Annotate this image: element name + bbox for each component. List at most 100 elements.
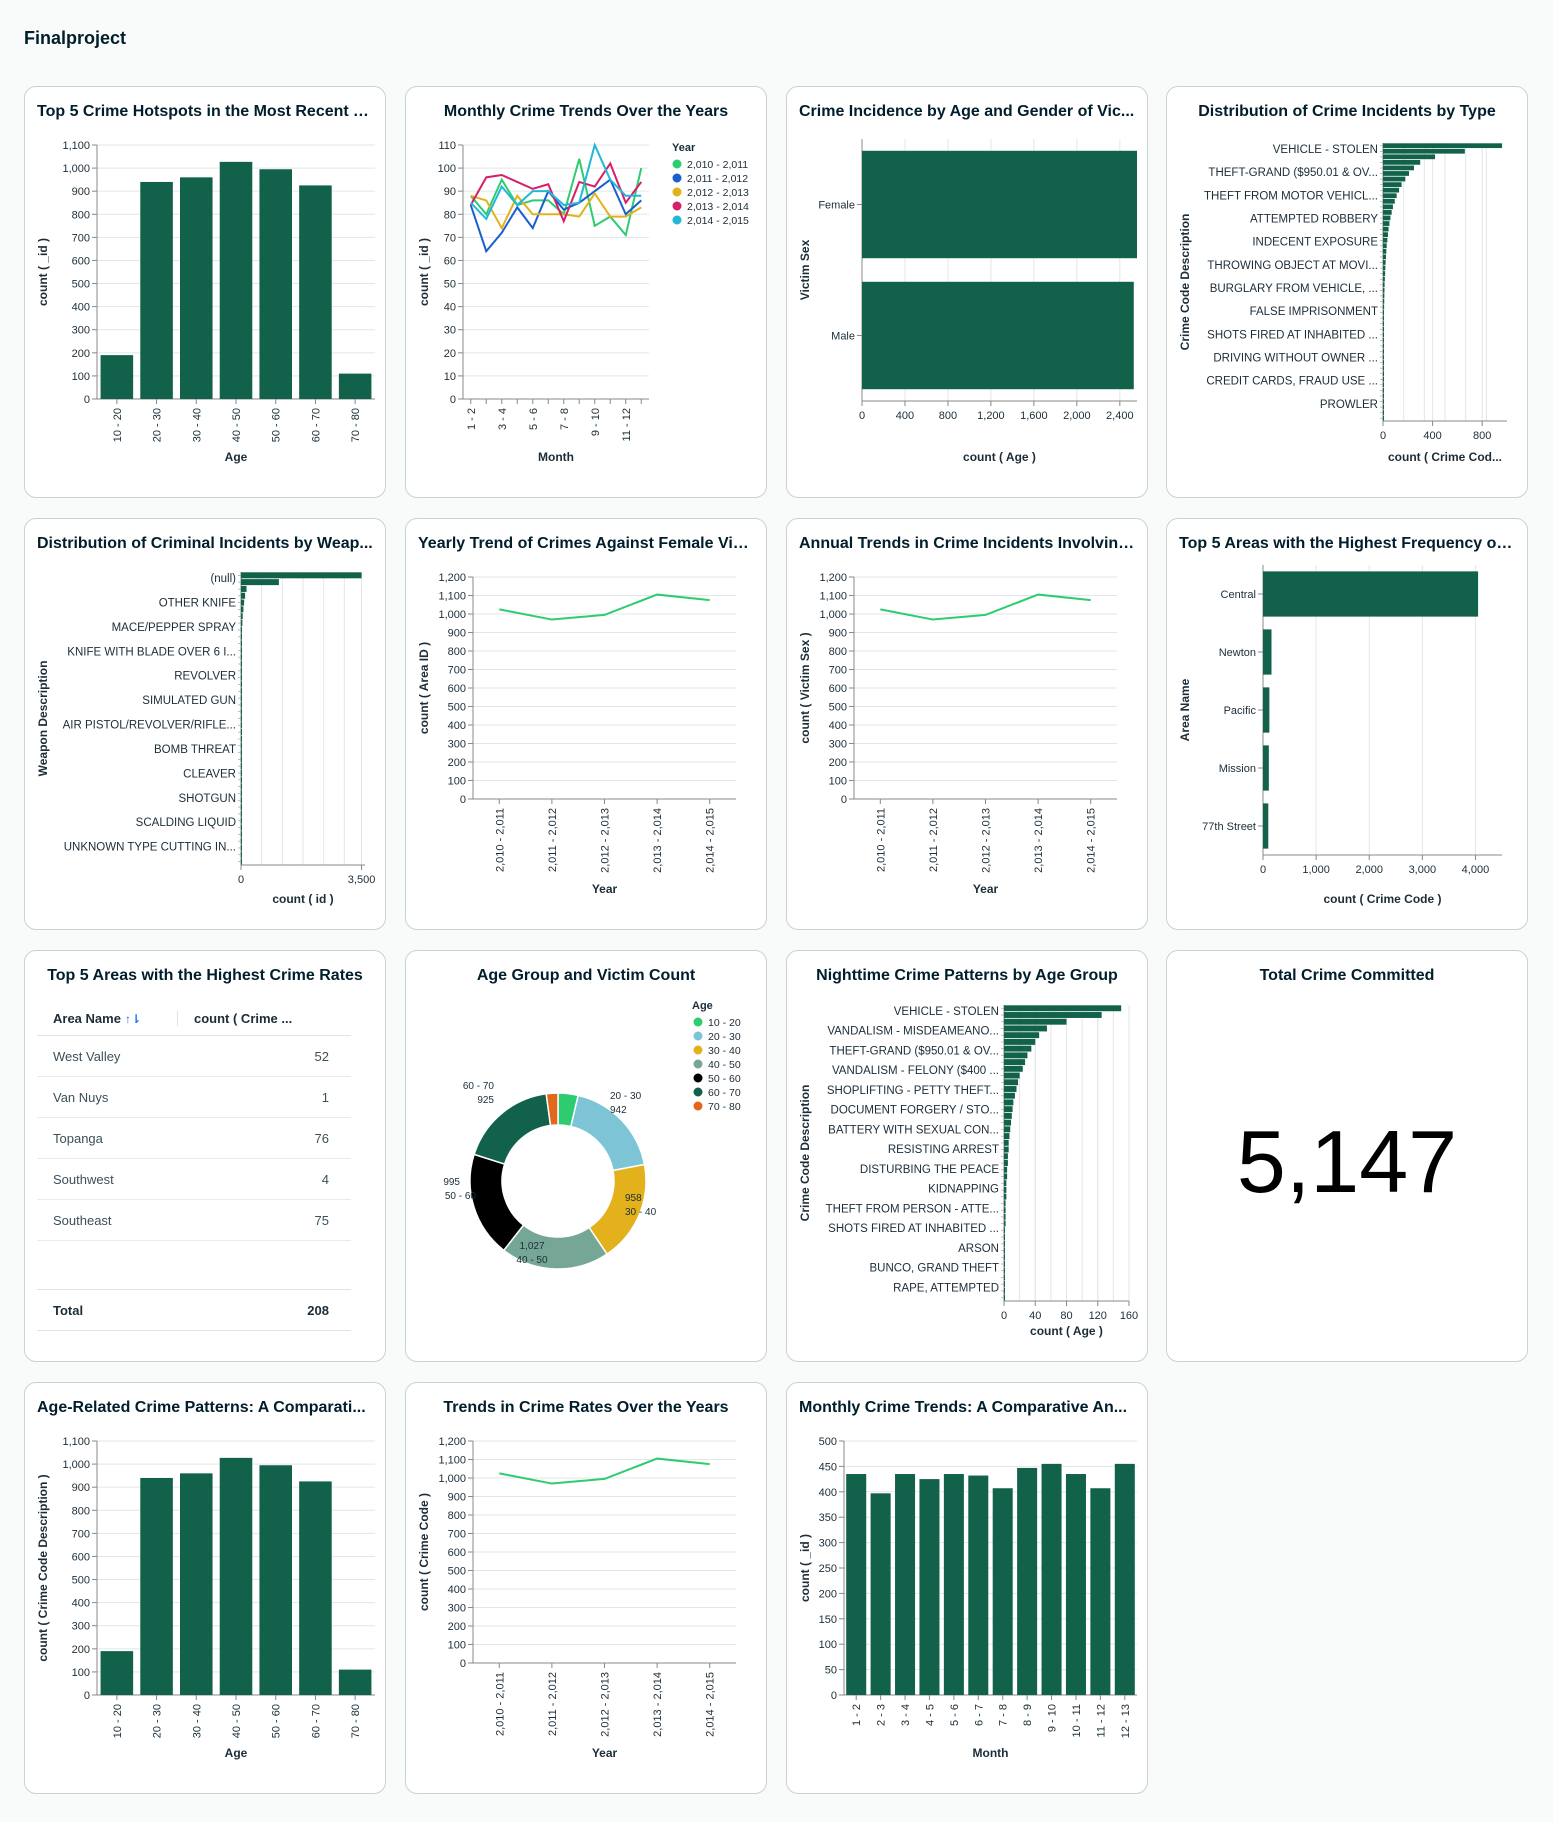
y-tick-label: 300 bbox=[829, 739, 847, 751]
chart-card-monthly-trends[interactable]: Monthly Crime Trends Over the Years 0 10 2… bbox=[405, 86, 767, 498]
chart-card-age-group-donut[interactable]: Age Group and Victim Count 20 - 30 942 958… bbox=[405, 950, 767, 1362]
y-tick-label: 900 bbox=[72, 186, 90, 198]
y-tick-label: AIR PISTOL/REVOLVER/RIFLE... bbox=[63, 720, 236, 732]
y-tick-label: 1,000 bbox=[62, 163, 90, 175]
bar bbox=[1004, 1038, 1036, 1045]
bar bbox=[241, 783, 242, 790]
bar bbox=[1383, 410, 1384, 415]
bar bbox=[1004, 1213, 1006, 1220]
hbar-chart: 0 40 80 120 160 VEHICLE - STOLEN VANDALISM - M… bbox=[798, 1005, 1138, 1338]
bar bbox=[1090, 1488, 1111, 1695]
y-axis-label: count ( Area ID ) bbox=[417, 642, 431, 734]
bar bbox=[1383, 315, 1384, 321]
chart-card-monthly-comparative[interactable]: Monthly Crime Trends: A Comparative An..… bbox=[786, 1382, 1148, 1794]
x-tick-label: 2,014 - 2,015 bbox=[1086, 808, 1098, 873]
bar bbox=[1004, 1119, 1012, 1126]
kpi-card-total-crime[interactable]: Total Crime Committed 5,147 bbox=[1166, 950, 1528, 1362]
bar bbox=[1383, 387, 1384, 393]
y-tick-label: ARSON bbox=[958, 1243, 999, 1255]
bar bbox=[241, 626, 243, 633]
y-tick-label: VANDALISM - MISDEAMEANO... bbox=[827, 1026, 999, 1038]
x-tick-label: 5 - 6 bbox=[528, 408, 540, 430]
x-tick-label: 2,400 bbox=[1106, 410, 1134, 422]
hbar-chart: 0 400 800 1,200 1,600 2,000 2,400 Female Male cou… bbox=[798, 139, 1137, 464]
hbar-chart: 0 3,500 (null) OTHER KNIFE MACE/PEPPER SPRAY… bbox=[36, 572, 376, 906]
bar bbox=[1383, 287, 1385, 293]
y-tick-label: 300 bbox=[819, 1538, 837, 1550]
legend-swatch bbox=[693, 1087, 703, 1097]
bar bbox=[1383, 304, 1385, 310]
bar bbox=[1004, 1133, 1010, 1140]
chart-card-annual-trends[interactable]: Annual Trends in Crime Incidents Involvi… bbox=[786, 518, 1148, 930]
legend-label: 20 - 30 bbox=[708, 1031, 741, 1043]
total-label: Total bbox=[53, 1302, 84, 1318]
legend-label: 10 - 20 bbox=[708, 1017, 741, 1029]
legend-label: 60 - 70 bbox=[708, 1087, 741, 1099]
y-axis-label: Crime Code Description bbox=[798, 1085, 812, 1222]
y-tick-label: 1,000 bbox=[438, 609, 466, 621]
kpi-value: 5,147 bbox=[1236, 1112, 1458, 1211]
y-tick-label: 250 bbox=[819, 1563, 837, 1575]
chart-card-crime-rates-years[interactable]: Trends in Crime Rates Over the Years 0 10… bbox=[405, 1382, 767, 1794]
bar bbox=[1383, 148, 1465, 154]
y-tick-label: REVOLVER bbox=[174, 671, 236, 683]
bar bbox=[1004, 1227, 1005, 1234]
bar bbox=[259, 169, 292, 399]
x-tick-label: 3,500 bbox=[348, 874, 376, 886]
bar bbox=[219, 1457, 253, 1695]
table-card-top-areas[interactable]: Top 5 Areas with the Highest Crime Rates… bbox=[24, 950, 386, 1362]
bar bbox=[241, 579, 279, 586]
chart-card-female-victims[interactable]: Yearly Trend of Crimes Against Female Vi… bbox=[405, 518, 767, 930]
x-tick-label: 6 - 7 bbox=[973, 1704, 985, 1726]
x-axis-label: Year bbox=[592, 1746, 618, 1760]
chart-card-incidents-by-type[interactable]: Distribution of Crime Incidents by Type … bbox=[1166, 86, 1528, 498]
bar bbox=[241, 660, 242, 667]
bar bbox=[1004, 1193, 1007, 1200]
column-header-area-name[interactable]: Area Name ↑⇂ bbox=[53, 1010, 141, 1026]
y-tick-label: 800 bbox=[448, 1510, 466, 1522]
bar bbox=[1004, 1207, 1006, 1214]
x-axis-label: count ( id ) bbox=[272, 892, 333, 906]
legend-label: 2,011 - 2,012 bbox=[687, 173, 748, 185]
bar bbox=[1383, 159, 1421, 165]
bar bbox=[241, 824, 242, 831]
chart-card-age-gender[interactable]: Crime Incidence by Age and Gender of Vic… bbox=[786, 86, 1148, 498]
kpi-title: Total Crime Committed bbox=[1259, 967, 1435, 984]
y-tick-label: KNIFE WITH BLADE OVER 6 I... bbox=[67, 646, 236, 658]
chart-card-top-areas-frequency[interactable]: Top 5 Areas with the Highest Frequency o… bbox=[1166, 518, 1528, 930]
y-tick-label: 90 bbox=[444, 186, 456, 198]
y-tick-label: 1,200 bbox=[438, 572, 466, 584]
chart-card-age-related[interactable]: Age-Related Crime Patterns: A Comparati.… bbox=[24, 1382, 386, 1794]
bar bbox=[241, 797, 242, 804]
x-tick-label: 2,014 - 2,015 bbox=[705, 1672, 717, 1737]
column-header-count[interactable]: count ( Crime ... bbox=[177, 1010, 351, 1026]
x-tick-label: 3 - 4 bbox=[900, 1704, 912, 1726]
y-tick-label: 700 bbox=[72, 232, 90, 244]
bar bbox=[1004, 1052, 1028, 1059]
bar bbox=[1004, 1072, 1020, 1079]
y-tick-label: THEFT FROM PERSON - ATTE... bbox=[826, 1203, 999, 1215]
y-tick-label: SHOPLIFTING - PETTY THEFT... bbox=[827, 1085, 999, 1097]
y-tick-label: 900 bbox=[448, 628, 466, 640]
y-tick-label: 400 bbox=[72, 1598, 90, 1610]
bar bbox=[1383, 343, 1384, 349]
x-tick-label: 30 - 40 bbox=[191, 1704, 203, 1738]
y-tick-label: 700 bbox=[448, 665, 466, 677]
legend-swatch bbox=[693, 1101, 703, 1111]
y-tick-label: 200 bbox=[819, 1588, 837, 1600]
y-tick-label: 200 bbox=[72, 1644, 90, 1656]
series-line bbox=[470, 142, 642, 221]
chart-card-crime-hotspots[interactable]: Top 5 Crime Hotspots in the Most Recent … bbox=[24, 86, 386, 498]
y-tick-label: 0 bbox=[84, 394, 90, 406]
y-tick-label: 700 bbox=[448, 1529, 466, 1541]
chart-card-weapons[interactable]: Distribution of Criminal Incidents by We… bbox=[24, 518, 386, 930]
y-tick-label: 600 bbox=[72, 255, 90, 267]
bar bbox=[1065, 1474, 1086, 1695]
y-tick-label: Male bbox=[831, 331, 855, 343]
y-tick-label: 0 bbox=[831, 1690, 837, 1702]
y-tick-label: 900 bbox=[72, 1482, 90, 1494]
y-tick-label: 300 bbox=[448, 1603, 466, 1615]
sort-icon[interactable]: ↑⇂ bbox=[124, 1011, 141, 1026]
bar bbox=[241, 729, 242, 736]
